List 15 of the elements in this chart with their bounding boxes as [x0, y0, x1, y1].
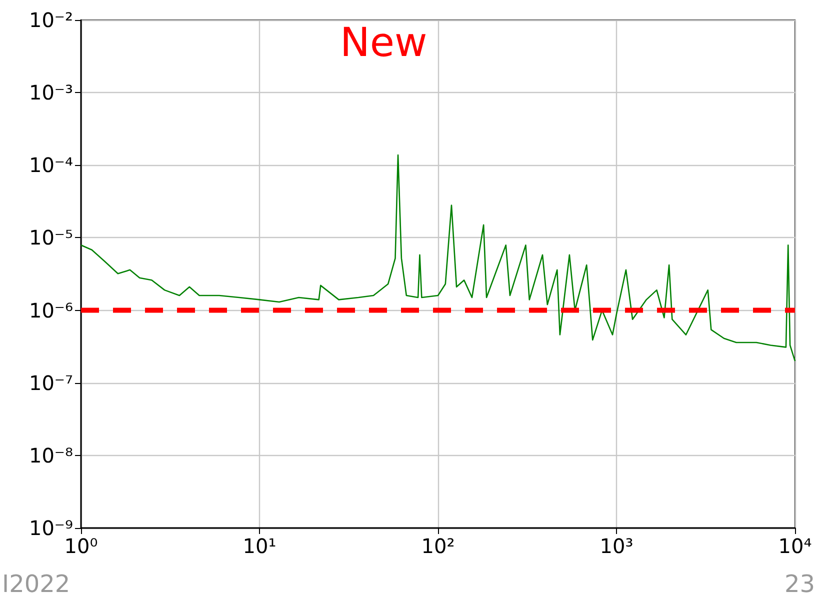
x-tick-label: 10⁰	[64, 534, 98, 558]
x-tick-label: 10³	[600, 534, 634, 558]
y-tick-label: 10⁻⁵	[28, 226, 73, 250]
y-tick-label: 10⁻⁶	[28, 298, 73, 322]
x-tick-label: 10¹	[242, 534, 276, 558]
x-tick-label: 10²	[421, 534, 455, 558]
y-tick-label: 10⁻³	[28, 80, 73, 105]
chart-title: New	[340, 20, 428, 66]
text: 23	[784, 570, 816, 598]
x-tick-label: 10⁴	[778, 534, 812, 558]
y-tick-label: 10⁻⁴	[28, 153, 73, 178]
text: I2022	[2, 570, 70, 598]
y-tick-label: 10⁻²	[28, 8, 73, 32]
y-tick-label: 10⁻⁷	[28, 370, 73, 395]
y-tick-label: 10⁻⁸	[28, 443, 73, 468]
